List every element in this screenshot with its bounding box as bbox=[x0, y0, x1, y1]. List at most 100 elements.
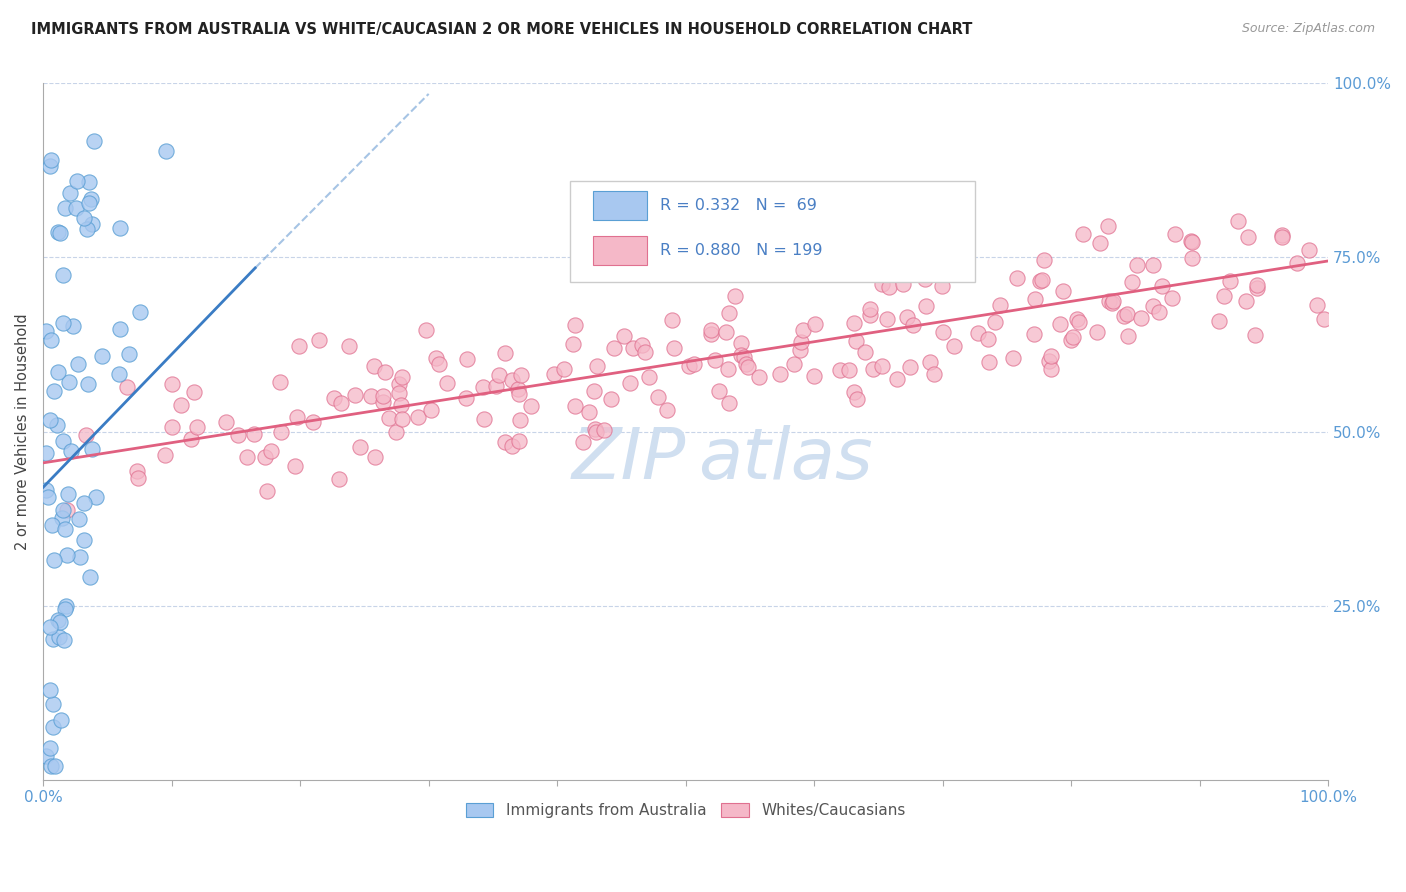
Point bbox=[1271, 227, 1294, 242]
Point bbox=[301, 415, 323, 429]
Point bbox=[388, 376, 411, 391]
Point bbox=[51, 510, 73, 524]
Point bbox=[1101, 295, 1123, 310]
Point bbox=[730, 348, 752, 362]
Point bbox=[38, 620, 60, 634]
Point bbox=[472, 412, 495, 426]
Point bbox=[90, 349, 112, 363]
Point bbox=[700, 323, 723, 337]
Point bbox=[46, 418, 69, 433]
Point bbox=[323, 391, 346, 405]
Point bbox=[162, 377, 184, 392]
Point bbox=[349, 441, 371, 455]
Point bbox=[1029, 275, 1052, 289]
Point bbox=[236, 450, 259, 465]
Point bbox=[42, 384, 65, 399]
Point bbox=[859, 302, 882, 317]
Point bbox=[1285, 255, 1308, 269]
Point bbox=[254, 450, 277, 464]
FancyBboxPatch shape bbox=[569, 181, 974, 282]
Point bbox=[678, 359, 700, 374]
Point bbox=[328, 471, 350, 485]
Point bbox=[886, 372, 908, 386]
Point bbox=[391, 411, 413, 425]
Point bbox=[37, 490, 59, 504]
Point bbox=[56, 548, 79, 562]
Point bbox=[42, 632, 65, 647]
Point bbox=[51, 713, 73, 727]
Point bbox=[918, 355, 941, 369]
Point bbox=[1069, 315, 1091, 329]
Point bbox=[391, 370, 413, 384]
Point bbox=[1066, 311, 1088, 326]
Point bbox=[792, 323, 814, 337]
Point bbox=[115, 380, 138, 394]
Point bbox=[374, 365, 396, 379]
FancyBboxPatch shape bbox=[593, 235, 647, 265]
Point bbox=[1130, 310, 1153, 325]
Point bbox=[631, 337, 654, 351]
Point bbox=[56, 486, 79, 500]
Point bbox=[737, 360, 759, 375]
Point bbox=[1236, 229, 1258, 244]
Point bbox=[388, 386, 411, 401]
Point bbox=[543, 368, 565, 382]
Point bbox=[1234, 293, 1257, 308]
Point bbox=[932, 325, 955, 339]
Point bbox=[506, 382, 529, 396]
Point bbox=[155, 144, 177, 158]
Point bbox=[65, 201, 87, 215]
Legend: Immigrants from Australia, Whites/Caucasians: Immigrants from Australia, Whites/Caucas… bbox=[460, 797, 911, 824]
Point bbox=[73, 496, 96, 510]
Point bbox=[118, 347, 141, 361]
Point bbox=[709, 384, 731, 398]
Point bbox=[1112, 309, 1135, 323]
Point bbox=[108, 367, 131, 381]
Point bbox=[553, 361, 575, 376]
Point bbox=[1071, 227, 1094, 241]
Point bbox=[53, 632, 76, 647]
Point bbox=[931, 278, 953, 293]
Point bbox=[454, 391, 477, 405]
Point bbox=[519, 399, 541, 413]
Point bbox=[186, 419, 208, 434]
Point bbox=[53, 201, 76, 215]
Point bbox=[1115, 307, 1137, 321]
Point bbox=[471, 380, 494, 394]
Text: R = 0.880   N = 199: R = 0.880 N = 199 bbox=[659, 243, 823, 258]
Point bbox=[1181, 235, 1204, 249]
Point bbox=[494, 435, 516, 450]
Point bbox=[1116, 329, 1139, 343]
Point bbox=[42, 553, 65, 567]
Point bbox=[1181, 251, 1204, 265]
Point bbox=[415, 323, 437, 337]
Point bbox=[110, 322, 132, 336]
Point bbox=[83, 135, 105, 149]
Point bbox=[77, 175, 100, 189]
Point bbox=[1024, 327, 1046, 342]
Point bbox=[58, 375, 80, 389]
Point bbox=[1164, 227, 1187, 242]
Point bbox=[1062, 330, 1084, 344]
Point bbox=[655, 403, 678, 417]
Point bbox=[456, 351, 478, 366]
Point bbox=[1090, 235, 1112, 250]
Point bbox=[69, 549, 91, 564]
Text: R = 0.332   N =  69: R = 0.332 N = 69 bbox=[659, 198, 817, 213]
Point bbox=[634, 344, 657, 359]
Point bbox=[77, 196, 100, 211]
Point bbox=[39, 740, 62, 755]
Point bbox=[682, 357, 704, 371]
Point bbox=[1097, 219, 1119, 233]
Point bbox=[84, 490, 107, 504]
Point bbox=[845, 334, 868, 348]
Point bbox=[38, 413, 60, 427]
Point bbox=[619, 376, 641, 390]
Point bbox=[51, 268, 73, 283]
Point bbox=[1142, 299, 1164, 313]
Point bbox=[1005, 271, 1028, 285]
Point bbox=[1098, 294, 1121, 309]
Point bbox=[1208, 314, 1230, 328]
Point bbox=[1038, 354, 1060, 368]
Point bbox=[803, 368, 825, 383]
